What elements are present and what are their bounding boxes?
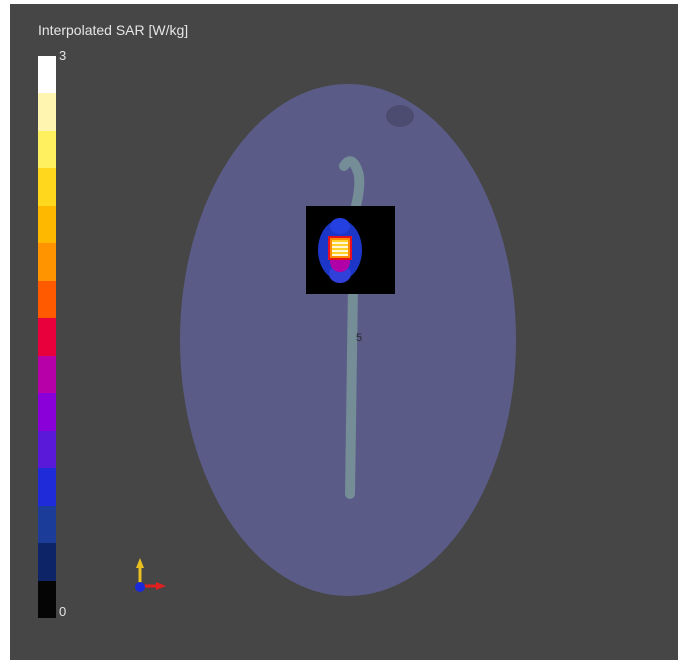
colorbar-band [38, 280, 56, 319]
sar-hotspot-window [306, 206, 395, 294]
3d-viewport[interactable]: Interpolated SAR [W/kg] 3 0 5 [10, 4, 678, 660]
colorbar-band [38, 205, 56, 244]
sar-colorbar [38, 56, 56, 619]
colorbar-band [38, 355, 56, 394]
colorbar-band [38, 393, 56, 431]
colorbar-band [38, 468, 56, 506]
colorbar-band [38, 168, 56, 206]
colorbar-band [38, 505, 56, 544]
colorbar-max-label: 3 [59, 48, 67, 63]
phantom-hole [386, 105, 414, 127]
colorbar-title: Interpolated SAR [W/kg] [38, 22, 189, 38]
xyz-axes-icon [135, 558, 166, 592]
colorbar-band [38, 243, 56, 281]
colorbar-min-label: 0 [59, 604, 67, 619]
colorbar-band [38, 543, 56, 581]
colorbar-band [38, 318, 56, 356]
axis-marker-label: 5 [356, 332, 363, 344]
sar-scene [135, 84, 516, 596]
colorbar-band [38, 430, 56, 469]
colorbar-band [38, 580, 56, 619]
colorbar-band [38, 130, 56, 169]
colorbar-band [38, 56, 56, 94]
device-trace [339, 156, 365, 499]
colorbar-band [38, 93, 56, 131]
